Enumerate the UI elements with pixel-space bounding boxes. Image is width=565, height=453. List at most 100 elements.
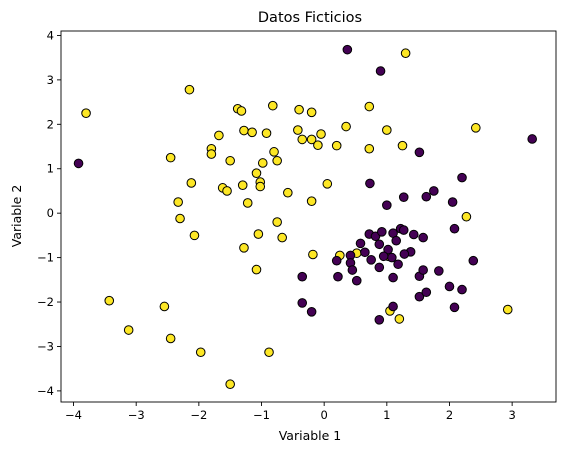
data-point bbox=[264, 347, 274, 358]
y-tick-label: 1 bbox=[47, 162, 54, 176]
y-tick-label: −4 bbox=[37, 384, 54, 398]
data-point bbox=[418, 232, 428, 243]
data-point bbox=[388, 301, 398, 312]
y-tick-label: −3 bbox=[37, 339, 54, 353]
data-point bbox=[421, 191, 432, 202]
data-point bbox=[293, 125, 303, 135]
data-point bbox=[294, 104, 304, 115]
data-point bbox=[391, 235, 402, 246]
data-point bbox=[283, 187, 293, 198]
data-point bbox=[184, 84, 195, 95]
plot-frame bbox=[60, 30, 557, 403]
data-point bbox=[444, 281, 455, 292]
data-point bbox=[418, 265, 428, 275]
data-point bbox=[364, 101, 375, 112]
data-point bbox=[267, 100, 278, 111]
data-point bbox=[374, 239, 385, 250]
data-point bbox=[165, 152, 176, 163]
data-point bbox=[429, 186, 439, 196]
data-point bbox=[461, 211, 472, 222]
x-tick-label: 3 bbox=[508, 408, 515, 422]
data-point bbox=[251, 264, 262, 275]
x-tick-label: −4 bbox=[65, 408, 82, 422]
data-point bbox=[374, 315, 385, 325]
data-point bbox=[374, 262, 385, 273]
data-point bbox=[173, 197, 183, 207]
data-point bbox=[165, 333, 176, 344]
data-point bbox=[247, 127, 257, 138]
data-point bbox=[189, 230, 200, 241]
data-point bbox=[236, 106, 247, 116]
data-point bbox=[239, 125, 249, 136]
data-point bbox=[447, 197, 458, 207]
data-point bbox=[355, 238, 366, 249]
data-point bbox=[398, 225, 409, 235]
data-point bbox=[502, 304, 513, 315]
data-point bbox=[383, 244, 393, 255]
data-point bbox=[104, 295, 115, 306]
data-point bbox=[206, 149, 217, 159]
data-point bbox=[457, 172, 467, 183]
x-tick-label: −1 bbox=[253, 408, 270, 422]
data-point bbox=[253, 229, 264, 239]
y-tick-label: −2 bbox=[37, 295, 54, 309]
data-point bbox=[159, 301, 170, 312]
data-point bbox=[388, 272, 398, 283]
data-point bbox=[527, 134, 537, 144]
data-point bbox=[347, 265, 358, 275]
data-point bbox=[186, 178, 197, 188]
data-point bbox=[297, 298, 308, 308]
data-point bbox=[239, 243, 249, 253]
data-point bbox=[400, 48, 411, 59]
data-point bbox=[322, 179, 333, 189]
data-point bbox=[123, 325, 134, 335]
data-point bbox=[257, 158, 268, 168]
x-tick-label: −2 bbox=[190, 408, 207, 422]
data-point bbox=[397, 140, 408, 151]
data-point bbox=[365, 178, 375, 189]
data-point bbox=[398, 192, 409, 202]
data-point bbox=[414, 291, 425, 302]
data-point bbox=[195, 347, 206, 358]
data-point bbox=[382, 125, 392, 135]
data-point bbox=[434, 266, 444, 276]
data-point bbox=[375, 66, 386, 76]
x-tick-label: 2 bbox=[446, 408, 453, 422]
data-point bbox=[449, 302, 460, 313]
y-tick-label: −1 bbox=[37, 251, 54, 265]
data-point bbox=[421, 287, 432, 298]
data-point bbox=[471, 123, 481, 133]
data-point bbox=[313, 140, 323, 150]
data-point bbox=[377, 227, 387, 237]
x-tick-label: 0 bbox=[321, 408, 328, 422]
data-point bbox=[306, 307, 317, 317]
data-point bbox=[237, 180, 248, 190]
y-tick-label: 3 bbox=[47, 73, 54, 87]
data-point bbox=[393, 259, 403, 270]
data-point bbox=[360, 247, 370, 258]
data-point bbox=[81, 108, 91, 118]
data-point bbox=[366, 255, 376, 265]
data-point bbox=[331, 140, 342, 151]
data-point bbox=[378, 251, 389, 262]
data-point bbox=[394, 314, 405, 324]
data-point bbox=[251, 168, 262, 178]
data-point bbox=[242, 198, 253, 208]
points-layer bbox=[73, 44, 537, 390]
data-point bbox=[457, 284, 467, 295]
y-axis-label: Variable 2 bbox=[9, 185, 24, 248]
data-point bbox=[342, 44, 353, 55]
data-point bbox=[364, 143, 375, 154]
data-point bbox=[382, 200, 392, 210]
data-point bbox=[272, 217, 282, 227]
data-point bbox=[316, 129, 326, 139]
data-point bbox=[341, 121, 351, 132]
y-tick-label: 2 bbox=[47, 117, 54, 131]
data-point bbox=[225, 379, 235, 390]
data-point bbox=[408, 229, 419, 240]
data-point bbox=[297, 134, 308, 145]
data-point bbox=[277, 232, 287, 243]
data-point bbox=[306, 107, 317, 118]
data-point bbox=[449, 223, 460, 234]
